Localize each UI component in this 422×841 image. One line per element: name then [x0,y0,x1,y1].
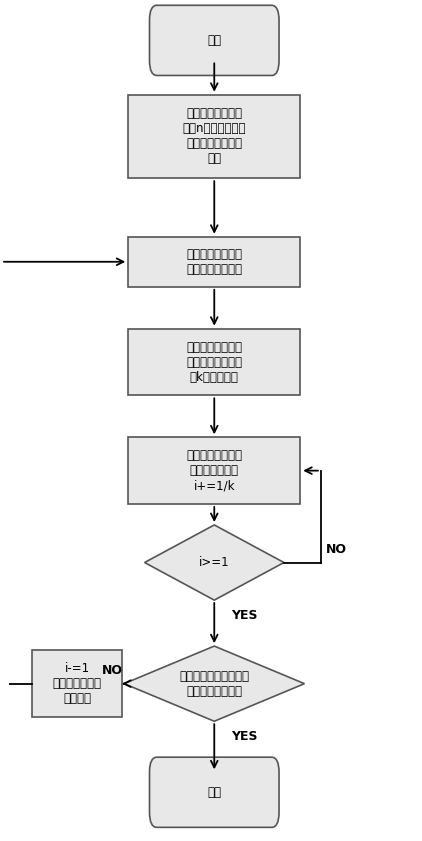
Text: 控制器根据指令脉
冲数n，向步进驱动
器发送第一个脉冲
信号: 控制器根据指令脉 冲数n，向步进驱动 器发送第一个脉冲 信号 [183,108,246,166]
FancyBboxPatch shape [128,95,300,178]
FancyBboxPatch shape [149,5,279,76]
Text: 编码器转过相应角
度，并向控制器反
馈k个反馈信号: 编码器转过相应角 度，并向控制器反 馈k个反馈信号 [186,341,242,383]
FancyBboxPatch shape [149,757,279,828]
Text: 驱动器是否已经发完控
制器的指令脉冲数: 驱动器是否已经发完控 制器的指令脉冲数 [179,669,249,698]
Text: YES: YES [231,730,257,743]
Text: 步进驱动器驱动电
机转过一个步距角: 步进驱动器驱动电 机转过一个步距角 [186,248,242,276]
FancyBboxPatch shape [128,236,300,287]
FancyBboxPatch shape [32,650,122,717]
Text: 开始: 开始 [207,34,221,47]
Polygon shape [145,525,284,600]
Text: 控制器输入中断，
内部计数器计算
i+=1/k: 控制器输入中断， 内部计数器计算 i+=1/k [186,449,242,492]
FancyBboxPatch shape [128,437,300,504]
Text: 结束: 结束 [207,785,221,799]
Text: NO: NO [102,664,122,677]
FancyBboxPatch shape [128,329,300,395]
Polygon shape [124,646,304,722]
Text: YES: YES [231,609,257,621]
Text: i-=1
控制器发出一个
脉冲信号: i-=1 控制器发出一个 脉冲信号 [52,662,101,705]
Text: NO: NO [326,542,347,556]
Text: i>=1: i>=1 [199,556,230,569]
